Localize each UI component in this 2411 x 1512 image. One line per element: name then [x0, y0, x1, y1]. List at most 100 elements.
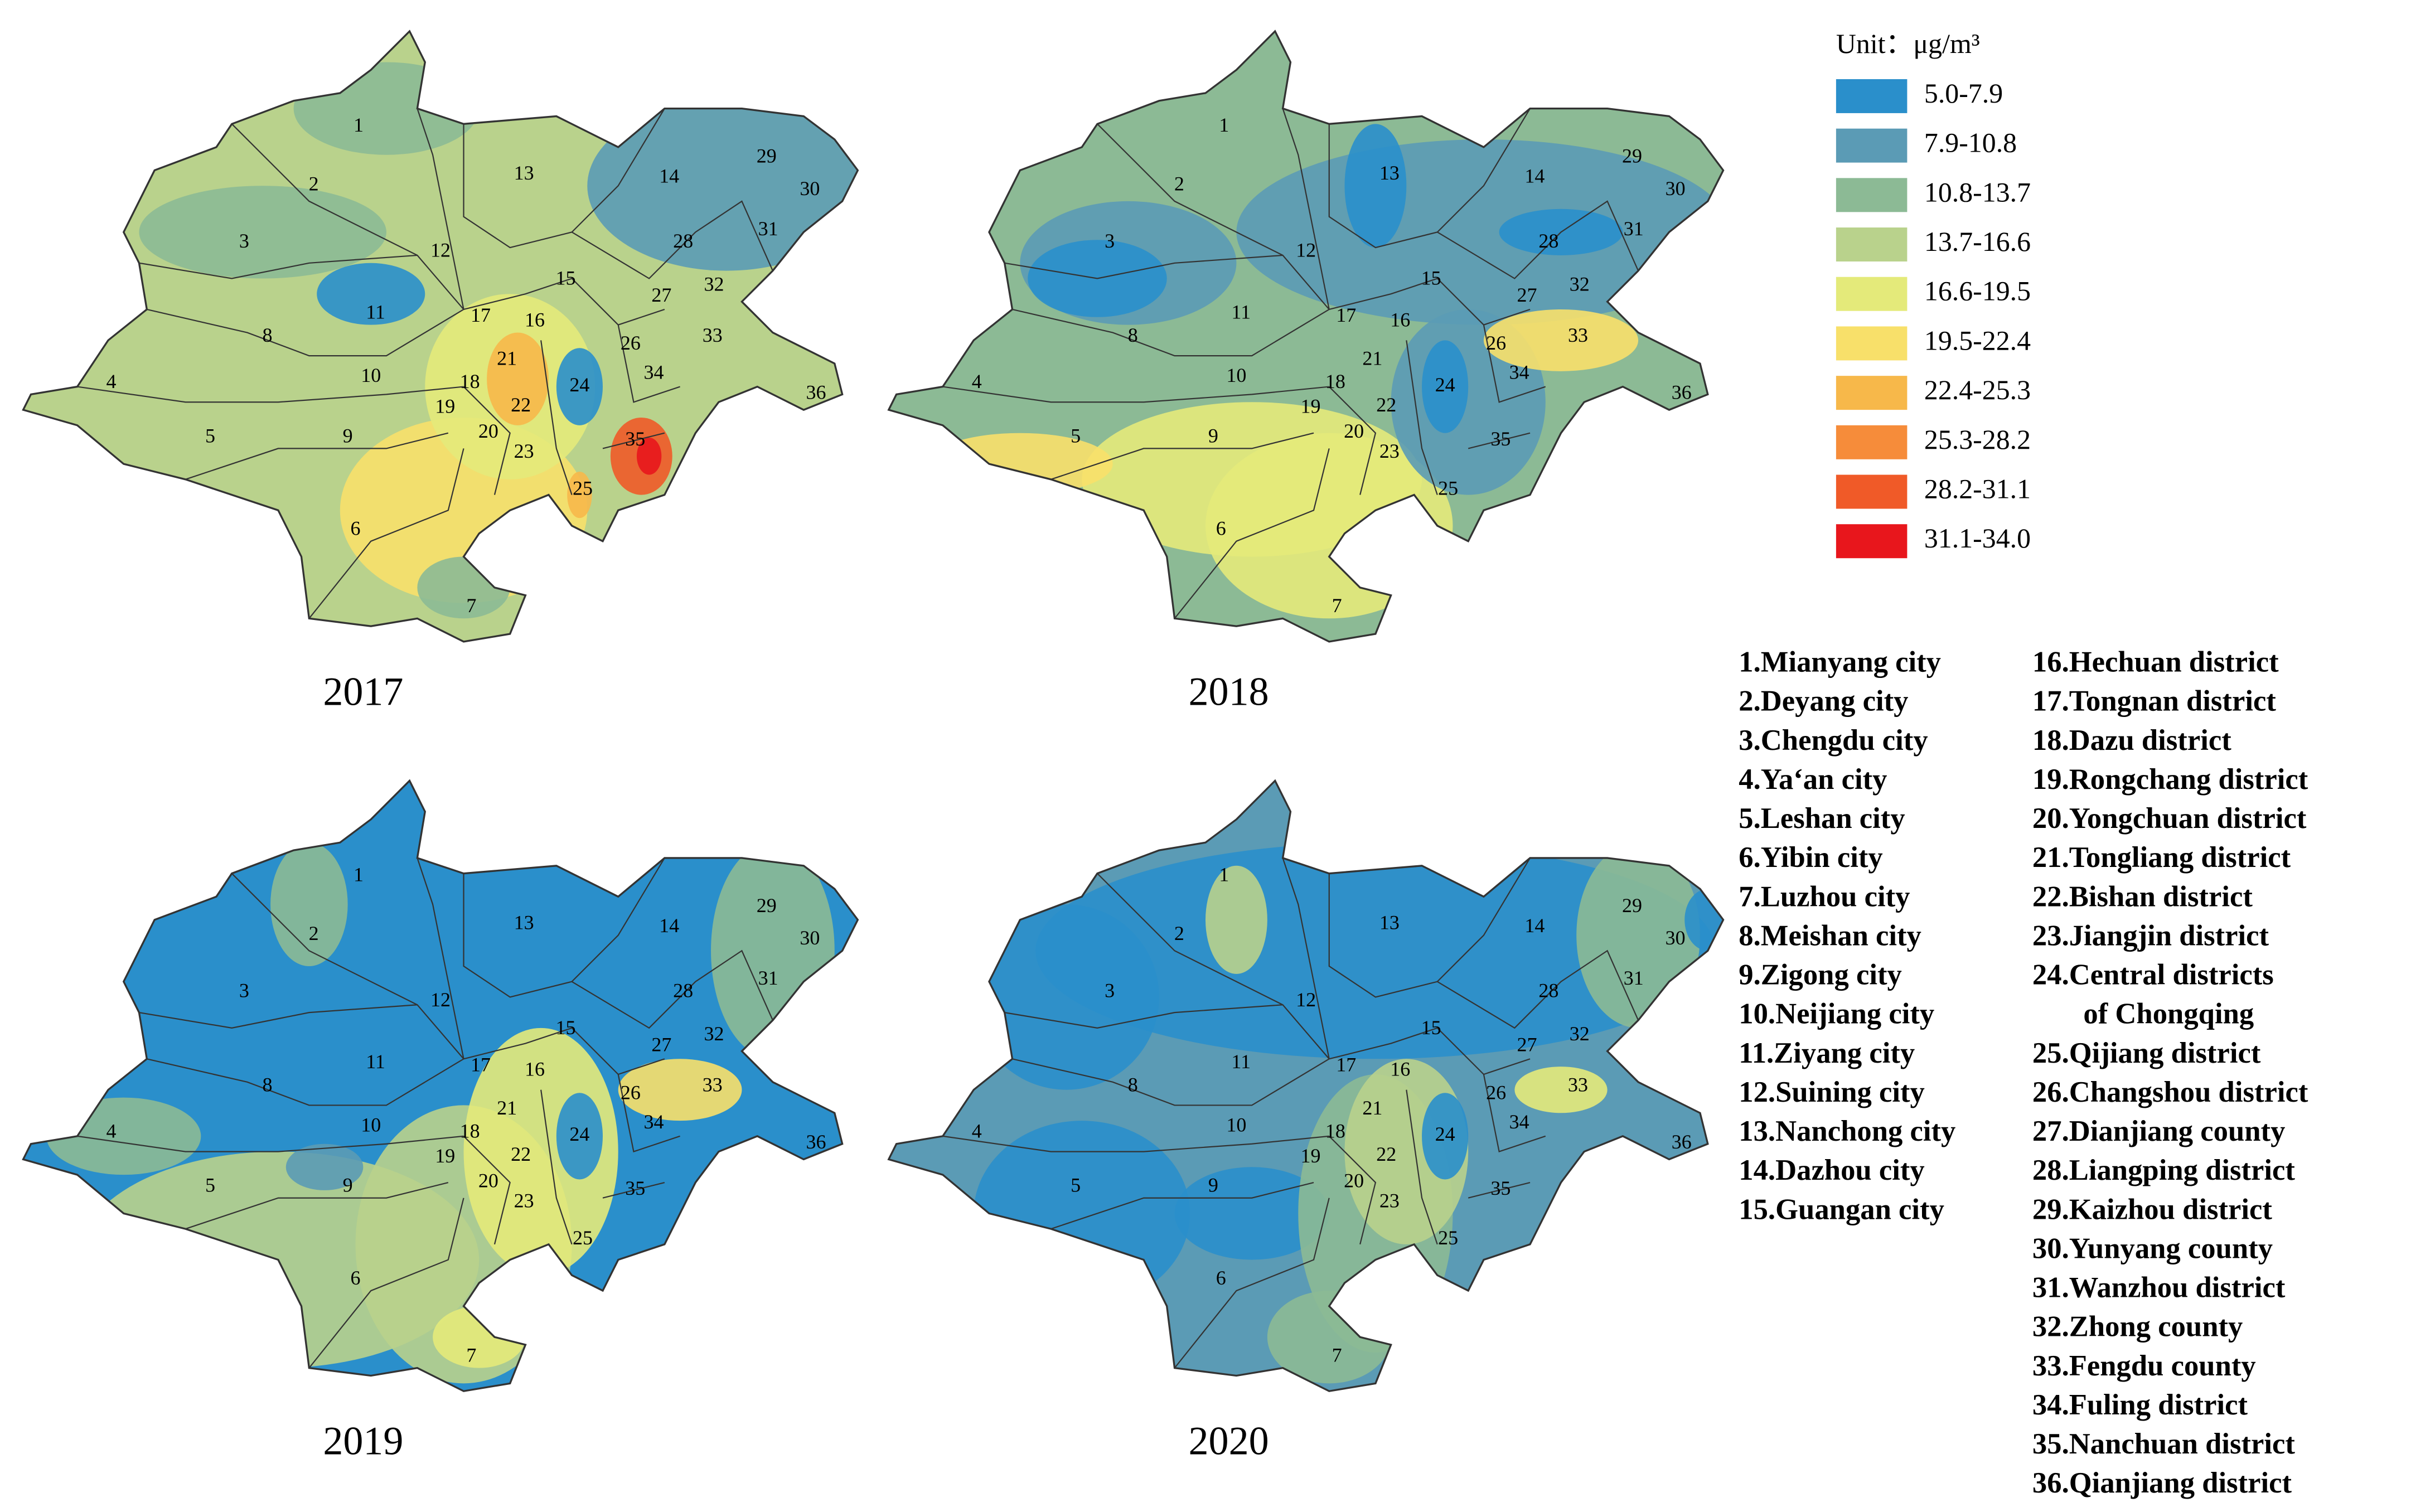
- region-number: 20: [1344, 1169, 1364, 1191]
- region-name: 25.Qijiang district: [2032, 1037, 2261, 1069]
- region-name: 12.Suining city: [1739, 1076, 1925, 1108]
- region-number: 26: [621, 332, 641, 354]
- region-number: 21: [497, 1097, 517, 1119]
- region-name: 4.Ya‘an city: [1739, 763, 1887, 796]
- region-number: 4: [972, 1120, 982, 1142]
- region-number: 17: [1336, 304, 1356, 326]
- pollution-zone: [567, 471, 592, 518]
- region-number: 24: [569, 1123, 589, 1145]
- region-number: 19: [1300, 395, 1320, 418]
- region-number: 27: [1517, 1033, 1537, 1055]
- region-number: 35: [1490, 428, 1510, 450]
- district-border: [77, 857, 773, 1369]
- region-number: 8: [1128, 1073, 1138, 1096]
- legend-label: 16.6-19.5: [1924, 276, 2031, 307]
- region-number: 5: [1071, 424, 1081, 447]
- legend-swatch: [1836, 128, 1908, 163]
- region-number: 22: [1376, 394, 1396, 416]
- region-number: 5: [1071, 1174, 1081, 1196]
- region-number: 7: [1332, 594, 1342, 617]
- region-number: 4: [106, 370, 117, 392]
- region-number: 15: [1421, 267, 1441, 289]
- region-name: 16.Hechuan district: [2032, 646, 2279, 679]
- pollution-zone: [974, 904, 1159, 1090]
- region-number: 25: [573, 1227, 593, 1249]
- region-name: 29.Kaizhou district: [2032, 1193, 2272, 1225]
- map-year: 2020: [1189, 1419, 1269, 1463]
- region-name: 32.Zhong county: [2032, 1311, 2243, 1343]
- region-number: 1: [354, 863, 364, 885]
- region-number: 8: [1128, 324, 1138, 346]
- region-name: 19.Rongchang district: [2032, 763, 2308, 796]
- region-number: 15: [1421, 1016, 1441, 1039]
- region-number: 14: [659, 165, 679, 187]
- region-name: 10.Neijiang city: [1739, 998, 1934, 1030]
- pollution-zone: [1236, 139, 1723, 325]
- region-number: 30: [1666, 927, 1686, 949]
- region-number: 18: [1325, 1120, 1345, 1142]
- pollution-zone: [293, 62, 480, 155]
- pollution-zone: [1422, 1093, 1469, 1180]
- region-number: 12: [1296, 988, 1316, 1011]
- region-number: 27: [651, 1033, 671, 1055]
- region-number: 4: [106, 1120, 117, 1142]
- region-name: 17.Tongnan district: [2032, 685, 2276, 718]
- region-number: 7: [1332, 1344, 1342, 1366]
- region-number: 4: [972, 370, 982, 392]
- region-number: 36: [806, 381, 826, 404]
- region-number: 24: [1435, 1123, 1455, 1145]
- region-number: 21: [1362, 1097, 1382, 1119]
- region-number: 10: [361, 1113, 381, 1136]
- legend-swatch: [1836, 425, 1908, 459]
- region-number: 8: [263, 324, 273, 346]
- pollution-zone: [556, 1093, 603, 1180]
- legend-swatch: [1836, 524, 1908, 559]
- legend-label: 10.8-13.7: [1924, 177, 2031, 207]
- region-name: 14.Dazhou city: [1739, 1154, 1924, 1186]
- region-number: 17: [471, 1053, 491, 1075]
- region-number: 33: [703, 1073, 723, 1096]
- pollution-zone: [1174, 1167, 1329, 1260]
- region-number: 27: [651, 284, 671, 306]
- region-name: 22.Bishan district: [2032, 880, 2253, 913]
- map-fill: [888, 781, 1723, 1392]
- pollution-zone: [139, 186, 386, 279]
- region-number: 25: [573, 477, 593, 500]
- region-number: 29: [1622, 145, 1642, 167]
- region-number: 2: [1174, 922, 1184, 944]
- legend-swatch: [1836, 326, 1908, 361]
- region-number: 14: [659, 914, 679, 937]
- region-number: 16: [525, 308, 545, 331]
- region-number: 24: [569, 374, 589, 396]
- region-number: 15: [555, 1016, 575, 1039]
- pollution-zone: [1035, 842, 1716, 1059]
- region-number: 21: [1362, 347, 1382, 370]
- region-name: 11.Ziyang city: [1739, 1037, 1915, 1069]
- region-number: 35: [1490, 1177, 1510, 1199]
- region-number: 18: [460, 1120, 480, 1142]
- region-number: 33: [1568, 1073, 1588, 1096]
- region-number: 7: [466, 594, 476, 617]
- region-number: 6: [1216, 517, 1226, 540]
- pollution-zone: [317, 263, 425, 325]
- region-number: 17: [1336, 1053, 1356, 1075]
- legend-swatch: [1836, 376, 1908, 410]
- region-name: 13.Nanchong city: [1739, 1115, 1955, 1147]
- region-number: 29: [757, 894, 777, 917]
- region-number: 31: [1624, 967, 1644, 989]
- region-name: 30.Yunyang county: [2032, 1232, 2273, 1264]
- region-number: 32: [1570, 1022, 1590, 1045]
- region-number: 34: [1509, 1111, 1529, 1133]
- region-number: 33: [1568, 324, 1588, 346]
- region-number: 22: [511, 1143, 531, 1165]
- region-number: 12: [430, 988, 451, 1011]
- region-number: 23: [514, 1189, 534, 1211]
- region-number: 14: [1524, 914, 1545, 937]
- region-number: 13: [1379, 911, 1400, 933]
- region-number: 12: [1296, 239, 1316, 261]
- legend-label: 5.0-7.9: [1924, 78, 2003, 109]
- region-name: 31.Wanzhou district: [2032, 1272, 2286, 1304]
